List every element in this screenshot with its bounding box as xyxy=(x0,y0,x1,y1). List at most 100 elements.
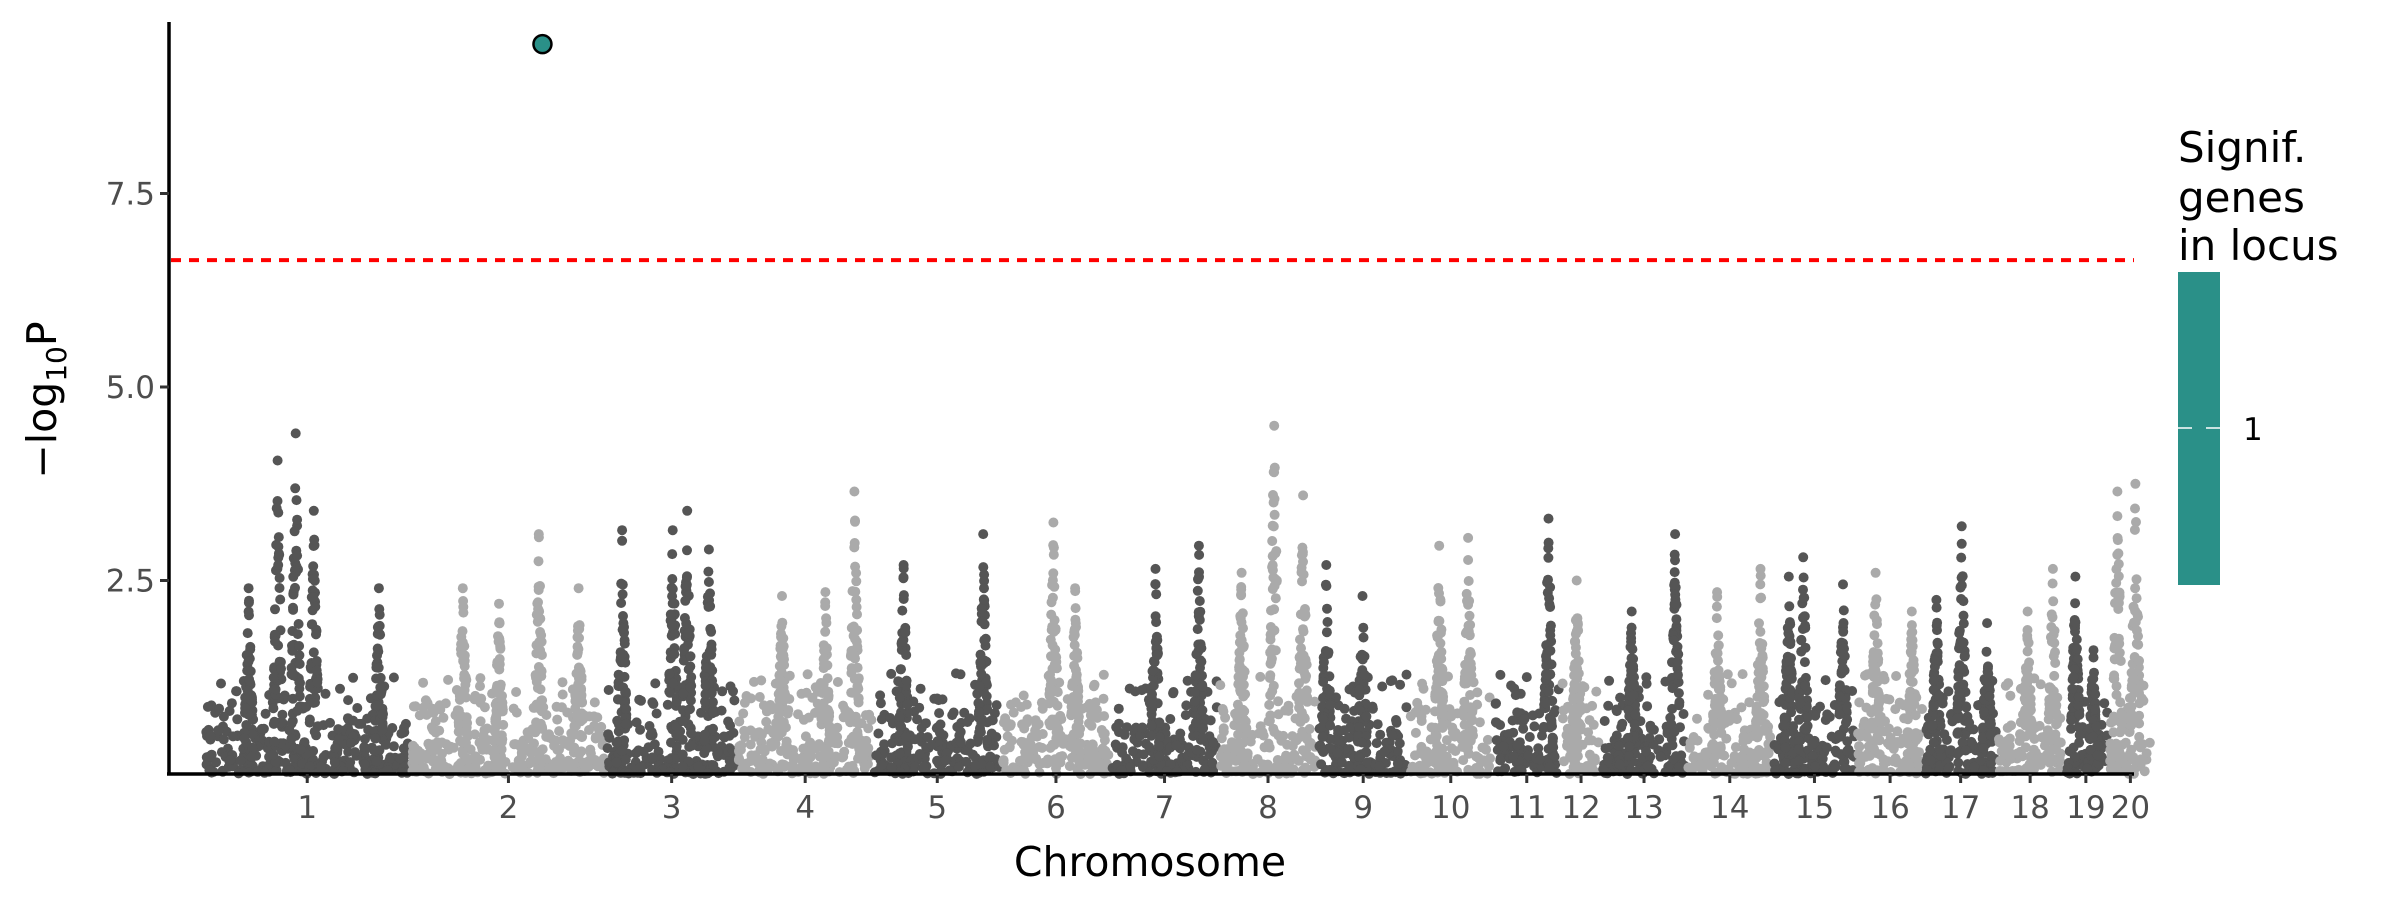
data-point xyxy=(479,702,490,713)
data-point xyxy=(2026,761,2037,772)
data-point xyxy=(1755,626,1766,637)
data-point xyxy=(213,725,224,736)
data-point xyxy=(896,636,907,647)
data-point xyxy=(1943,686,1954,697)
data-point xyxy=(702,591,713,602)
data-point xyxy=(1361,711,1372,722)
data-point xyxy=(1574,718,1585,729)
data-point xyxy=(756,675,767,686)
data-point xyxy=(2066,715,2077,726)
data-point xyxy=(1151,617,1162,628)
data-point xyxy=(533,532,544,543)
data-point xyxy=(663,755,674,766)
data-point xyxy=(1465,702,1476,713)
data-point xyxy=(935,719,946,730)
data-point xyxy=(985,752,996,763)
data-point xyxy=(1512,707,1523,718)
data-point xyxy=(705,601,716,612)
data-point xyxy=(270,604,280,615)
data-point xyxy=(739,732,750,743)
data-point xyxy=(1294,702,1305,713)
data-point xyxy=(1269,420,1280,431)
data-point xyxy=(1420,704,1431,715)
data-point xyxy=(1545,620,1556,631)
data-point xyxy=(955,726,966,737)
data-point xyxy=(574,624,585,634)
data-point xyxy=(1379,746,1390,757)
data-point xyxy=(2074,730,2085,740)
data-point xyxy=(590,732,601,743)
data-point xyxy=(554,726,565,737)
data-point xyxy=(1932,637,1943,648)
data-point xyxy=(459,673,470,684)
data-point xyxy=(1667,740,1678,751)
data-point xyxy=(1958,618,1969,629)
data-point xyxy=(1799,657,1810,668)
data-point xyxy=(1084,698,1095,709)
data-point xyxy=(852,662,863,673)
data-point xyxy=(1055,730,1066,741)
data-point xyxy=(1544,593,1555,604)
data-point xyxy=(1069,660,1080,671)
data-point xyxy=(1800,642,1811,653)
data-point xyxy=(1956,552,1967,563)
data-point xyxy=(1354,705,1365,716)
data-point xyxy=(1300,654,1311,665)
data-point xyxy=(370,733,381,744)
data-point xyxy=(457,583,468,594)
data-point xyxy=(1557,678,1568,689)
data-point xyxy=(2090,704,2101,715)
data-point xyxy=(901,675,912,686)
data-point xyxy=(1272,755,1283,765)
data-point xyxy=(1117,747,1128,758)
data-point xyxy=(860,761,871,771)
data-point xyxy=(616,649,627,660)
data-point xyxy=(965,738,976,749)
data-point xyxy=(2046,609,2057,620)
data-point xyxy=(1869,630,1880,641)
data-point xyxy=(678,688,689,699)
data-point xyxy=(756,729,767,740)
data-point xyxy=(1755,570,1766,581)
data-point xyxy=(1269,625,1280,636)
data-point xyxy=(647,752,658,763)
data-point xyxy=(781,740,792,751)
data-point xyxy=(802,669,813,680)
data-point xyxy=(851,576,862,587)
data-point xyxy=(845,709,856,720)
data-point xyxy=(457,641,468,652)
data-point xyxy=(886,668,897,679)
data-point xyxy=(375,689,386,700)
data-point xyxy=(773,711,784,722)
data-point xyxy=(851,602,862,612)
data-point xyxy=(1113,703,1124,714)
data-point xyxy=(1269,509,1280,520)
data-point xyxy=(1240,689,1251,700)
data-point xyxy=(346,738,356,748)
data-point xyxy=(1574,693,1585,704)
data-point xyxy=(1266,605,1276,616)
data-point xyxy=(1928,675,1939,686)
data-point xyxy=(664,668,675,679)
data-point xyxy=(894,692,905,703)
data-point xyxy=(1779,713,1790,724)
data-point xyxy=(1611,706,1622,717)
data-point xyxy=(669,598,680,609)
data-point xyxy=(494,598,504,609)
data-point xyxy=(1929,655,1940,666)
data-point xyxy=(611,737,622,748)
data-point xyxy=(1862,732,1872,742)
data-point xyxy=(1222,744,1233,755)
data-point xyxy=(1599,716,1610,726)
data-point xyxy=(1925,755,1936,766)
data-point xyxy=(1354,752,1365,763)
data-point xyxy=(1048,549,1059,560)
data-point xyxy=(274,583,285,593)
data-point xyxy=(1339,725,1350,736)
data-point xyxy=(1190,686,1200,697)
data-point xyxy=(1004,741,1015,752)
data-point xyxy=(1969,761,1980,772)
data-point xyxy=(1872,638,1883,649)
data-point xyxy=(494,618,505,629)
data-point xyxy=(2105,738,2116,749)
